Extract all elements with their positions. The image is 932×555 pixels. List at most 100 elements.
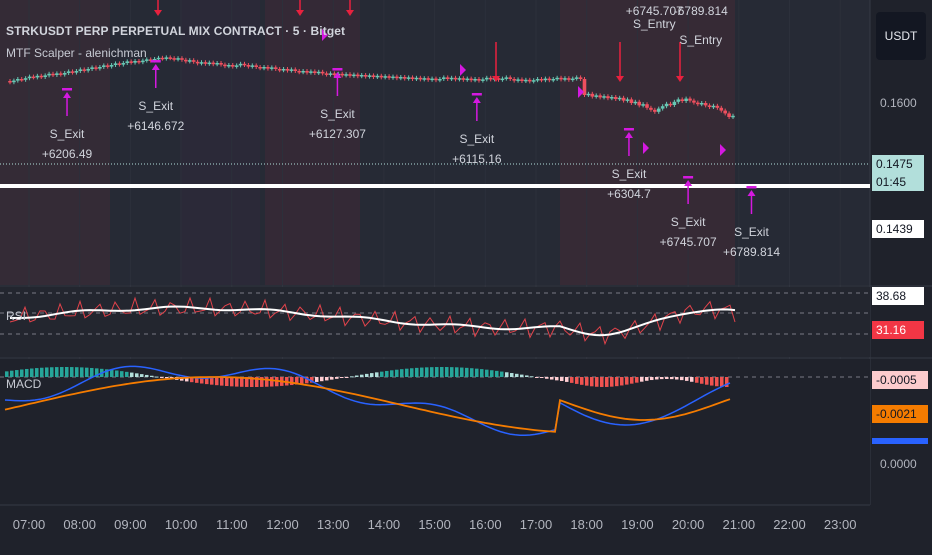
- macd-line-tag: [872, 438, 928, 444]
- price-level-tag: 0.1439: [872, 220, 924, 238]
- candle: [445, 77, 450, 79]
- macd-hist-bar: [120, 371, 124, 377]
- macd-hist-bar: [375, 372, 379, 377]
- exit-marker-bar: [623, 128, 634, 131]
- candle: [90, 67, 94, 69]
- candle: [465, 78, 470, 81]
- macd-hist-bar: [225, 377, 229, 387]
- candle: [696, 102, 700, 105]
- macd-hist-bar: [370, 373, 374, 377]
- candle: [457, 78, 462, 80]
- candle: [582, 79, 587, 95]
- exit-label: S_Exit: [734, 225, 769, 239]
- candle: [254, 65, 259, 67]
- macd-hist-bar: [590, 377, 594, 387]
- macd-hist-bar: [235, 377, 239, 387]
- entry-arrow-icon: [154, 10, 162, 16]
- candle: [567, 78, 571, 80]
- macd-hist-bar: [405, 368, 409, 377]
- candle: [281, 69, 286, 71]
- macd-hist-bar: [365, 373, 369, 377]
- candle: [168, 57, 173, 59]
- macd-zero-tick: 0.0000: [880, 457, 917, 471]
- macd-hist-bar: [485, 369, 489, 377]
- macd-hist-bar: [455, 367, 459, 377]
- candle: [59, 73, 63, 75]
- currency-button[interactable]: USDT: [876, 12, 926, 60]
- candle: [637, 101, 642, 106]
- candle: [684, 98, 688, 101]
- macd-hist-bar: [475, 368, 479, 377]
- candle: [78, 69, 83, 71]
- macd-hist-bar: [660, 377, 664, 380]
- candle: [266, 67, 270, 69]
- candle: [316, 71, 321, 74]
- macd-hist-bar: [550, 377, 554, 380]
- candle: [297, 71, 301, 73]
- candle: [449, 77, 454, 80]
- candle: [410, 77, 415, 79]
- macd-hist-bar: [435, 367, 439, 377]
- macd-hist-bar: [720, 377, 724, 387]
- macd-hist-bar: [25, 368, 29, 377]
- time-tick-label: 16:00: [469, 517, 502, 532]
- candle: [180, 58, 184, 60]
- macd-hist-bar: [340, 377, 344, 378]
- macd-hist-bar: [505, 372, 509, 377]
- macd-hist-bar: [115, 370, 119, 377]
- candle: [543, 78, 548, 81]
- macd-hist-bar: [345, 377, 349, 378]
- macd-hist-bar: [635, 377, 639, 383]
- candle: [160, 57, 165, 60]
- candle: [422, 78, 427, 80]
- macd-hist-bar: [565, 377, 569, 382]
- macd-hist-bar: [690, 377, 694, 382]
- time-tick-label: 11:00: [216, 517, 248, 532]
- macd-hist-bar: [140, 374, 144, 377]
- symbol-title[interactable]: STRKUSDT PERP PERPETUAL MIX CONTRACT · 5…: [6, 24, 346, 38]
- candle: [426, 78, 430, 80]
- rsi-pane-label: RSI: [6, 309, 27, 323]
- candle: [391, 76, 395, 79]
- macd-hist-bar: [350, 376, 354, 378]
- candle: [680, 99, 684, 101]
- candle: [270, 67, 274, 69]
- candle: [172, 58, 176, 60]
- candle: [539, 79, 544, 81]
- macd-hist-bar: [50, 367, 54, 377]
- macd-hist-bar: [35, 368, 39, 377]
- exit-marker-bar: [332, 68, 343, 71]
- macd-hist-bar: [85, 367, 89, 377]
- macd-hist-bar: [640, 377, 644, 382]
- candle: [305, 71, 309, 73]
- macd-hist-bar: [30, 368, 34, 377]
- macd-hist-bar: [150, 375, 154, 377]
- candle: [352, 74, 356, 77]
- macd-hist-bar: [125, 371, 129, 377]
- macd-hist-bar: [65, 367, 69, 377]
- signal-triangle-icon: [460, 64, 466, 76]
- macd-hist-bar: [240, 377, 244, 387]
- indicator-legend[interactable]: MTF Scalper - alenichman: [6, 46, 147, 60]
- candle: [156, 57, 161, 60]
- candle: [328, 73, 333, 75]
- candle: [43, 75, 47, 77]
- macd-hist-bar: [355, 375, 359, 377]
- macd-hist-bar: [210, 377, 214, 385]
- candle: [101, 65, 106, 67]
- exit-value: +6789.814: [723, 245, 780, 259]
- signal-triangle-icon: [720, 144, 726, 156]
- macd-hist-bar: [130, 372, 134, 377]
- candle: [574, 77, 579, 79]
- candle: [277, 69, 282, 71]
- macd-hist-bar: [55, 367, 59, 377]
- candle: [191, 60, 196, 62]
- candle: [531, 80, 536, 82]
- macd-hist-bar: [110, 369, 114, 377]
- candle: [348, 74, 352, 76]
- macd-hist-bar: [45, 367, 49, 377]
- exit-marker-icon: [684, 180, 693, 186]
- macd-hist-bar: [160, 377, 164, 378]
